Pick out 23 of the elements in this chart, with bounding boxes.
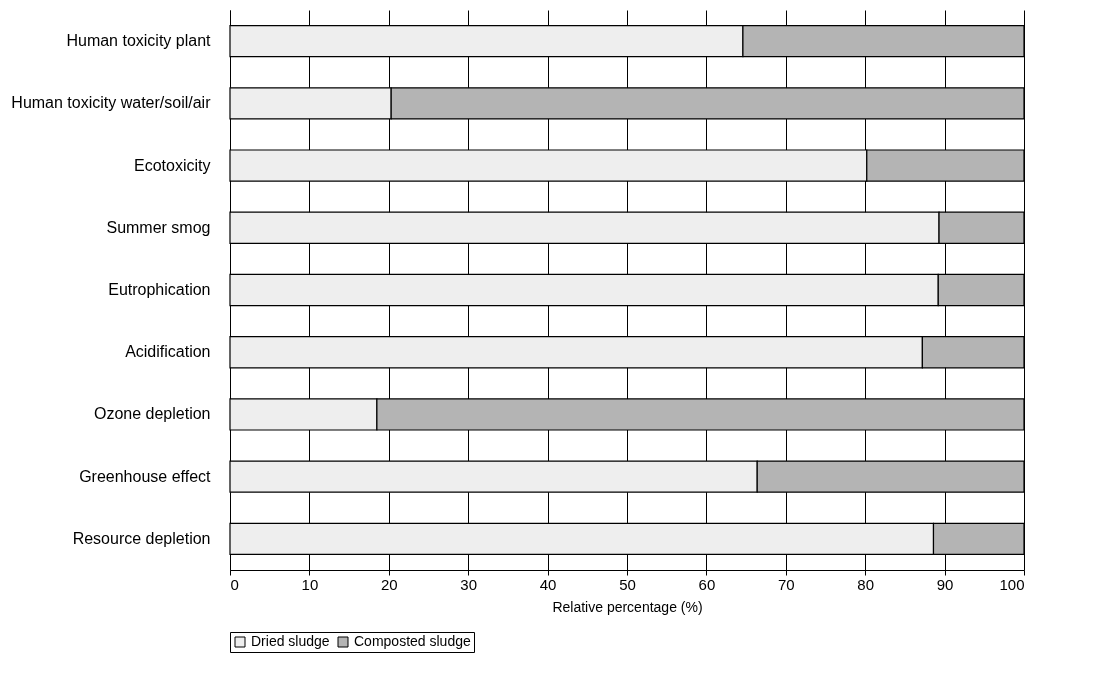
x-tick-label: 20 [380, 575, 398, 593]
y-tick-label: Greenhouse effect [79, 467, 212, 485]
y-tick-label: Acidification [125, 343, 211, 361]
y-tick-label: Ozone depletion [93, 405, 211, 423]
x-axis-title: Relative percentage (%) [552, 598, 703, 615]
y-tick-label: Summer smog [106, 218, 211, 236]
x-tick-label: 0 [230, 575, 239, 593]
x-tick-label: 100 [999, 575, 1025, 593]
y-tick-label: Human toxicity water/soil/air [11, 94, 212, 112]
x-tick-label: 10 [301, 575, 319, 593]
y-tick-label: Resource depletion [72, 529, 211, 547]
x-tick-label: 80 [857, 575, 875, 593]
y-tick-label: Ecotoxicity [134, 156, 211, 174]
x-tick-label: 50 [619, 575, 636, 593]
legend-label: Dried sludge [251, 633, 330, 649]
y-tick-label: Human toxicity plant [66, 32, 212, 50]
x-tick-label: 40 [539, 575, 557, 593]
x-tick-label: 70 [777, 575, 795, 593]
x-tick-label: 30 [460, 575, 478, 593]
y-tick-label: Eutrophication [108, 281, 211, 298]
x-tick-label: 90 [936, 575, 954, 593]
x-tick-label: 60 [698, 575, 716, 593]
legend-label: Composted sludge [354, 633, 471, 649]
